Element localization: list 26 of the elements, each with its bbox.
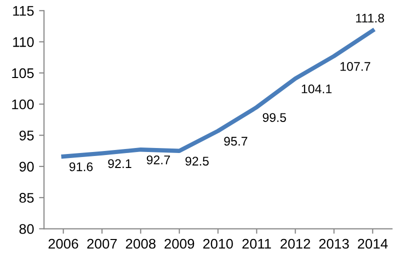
data-label: 99.5 bbox=[262, 113, 286, 122]
data-label: 92.7 bbox=[146, 156, 170, 164]
x-tick-label: 2009 bbox=[164, 238, 194, 249]
x-tick-label: 2013 bbox=[319, 238, 349, 249]
data-label: 92.1 bbox=[108, 159, 132, 168]
y-tick-label: 95 bbox=[19, 130, 34, 140]
y-tick-label: 85 bbox=[19, 192, 34, 203]
data-label: 111.8 bbox=[356, 14, 384, 23]
y-tick-label: 80 bbox=[19, 224, 34, 234]
x-tick-label: 2010 bbox=[203, 238, 233, 249]
y-tick-label: 110 bbox=[13, 37, 34, 47]
x-tick-label: 2007 bbox=[87, 238, 117, 249]
x-tick-label: 2014 bbox=[358, 238, 388, 249]
y-tick-label: 115 bbox=[13, 6, 34, 16]
data-label: 95.7 bbox=[224, 136, 248, 146]
x-tick-label: 2012 bbox=[280, 238, 310, 249]
x-tick-label: 2008 bbox=[126, 238, 156, 249]
data-label: 92.5 bbox=[185, 156, 209, 166]
data-label: 107.7 bbox=[340, 62, 370, 71]
x-tick-label: 2011 bbox=[242, 238, 271, 249]
x-tick-label: 2006 bbox=[48, 238, 78, 249]
y-tick-label: 105 bbox=[12, 68, 34, 78]
y-tick-label: 90 bbox=[19, 162, 34, 172]
data-label: 104.1 bbox=[302, 84, 332, 94]
y-tick-label: 100 bbox=[12, 99, 34, 110]
data-label: 91.6 bbox=[69, 162, 93, 172]
